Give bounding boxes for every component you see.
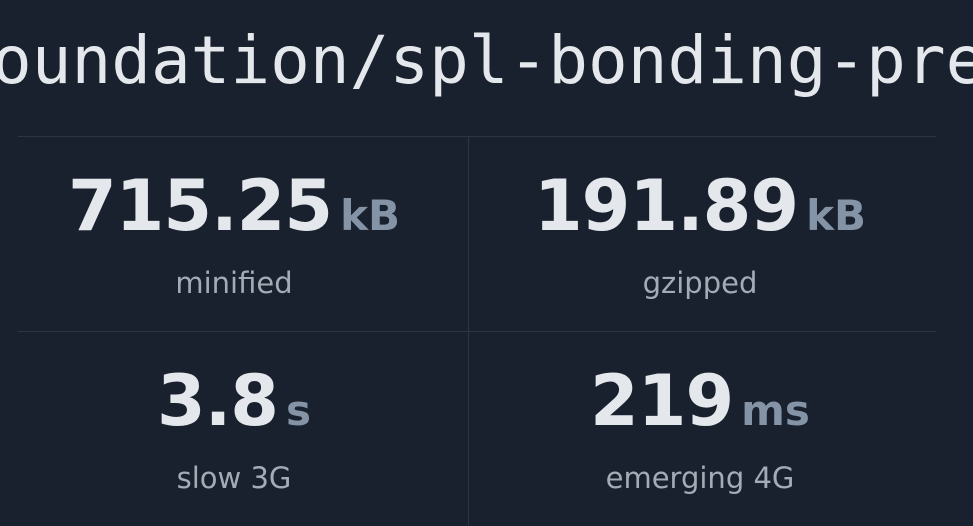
divider [18, 136, 936, 137]
stat-unit: ms [741, 386, 810, 435]
stat-value: 715.25 [67, 165, 333, 247]
stat-cell: 191.89 kB gzipped [475, 136, 925, 331]
divider [468, 136, 469, 525]
package-title: oundation/spl-bonding-pre [0, 22, 973, 99]
stat-unit: s [286, 386, 311, 435]
stat-unit: kB [806, 191, 867, 240]
stat-unit: kB [340, 191, 401, 240]
stat-label: gzipped [642, 266, 758, 300]
stat-cell: 219 ms emerging 4G [475, 331, 925, 526]
stat-value: 3.8 [156, 360, 279, 442]
stat-figure: 191.89 kB [475, 166, 925, 265]
stat-value: 191.89 [533, 165, 799, 247]
stat-label: emerging 4G [605, 461, 795, 495]
stat-cell: 3.8 s slow 3G [9, 331, 459, 526]
divider [18, 331, 936, 332]
stat-label: minified [175, 266, 293, 300]
stat-label: slow 3G [176, 461, 292, 495]
stat-figure: 219 ms [475, 361, 925, 460]
stat-figure: 715.25 kB [9, 166, 459, 265]
stat-cell: 715.25 kB minified [9, 136, 459, 331]
stat-figure: 3.8 s [9, 361, 459, 460]
stat-value: 219 [590, 360, 734, 442]
